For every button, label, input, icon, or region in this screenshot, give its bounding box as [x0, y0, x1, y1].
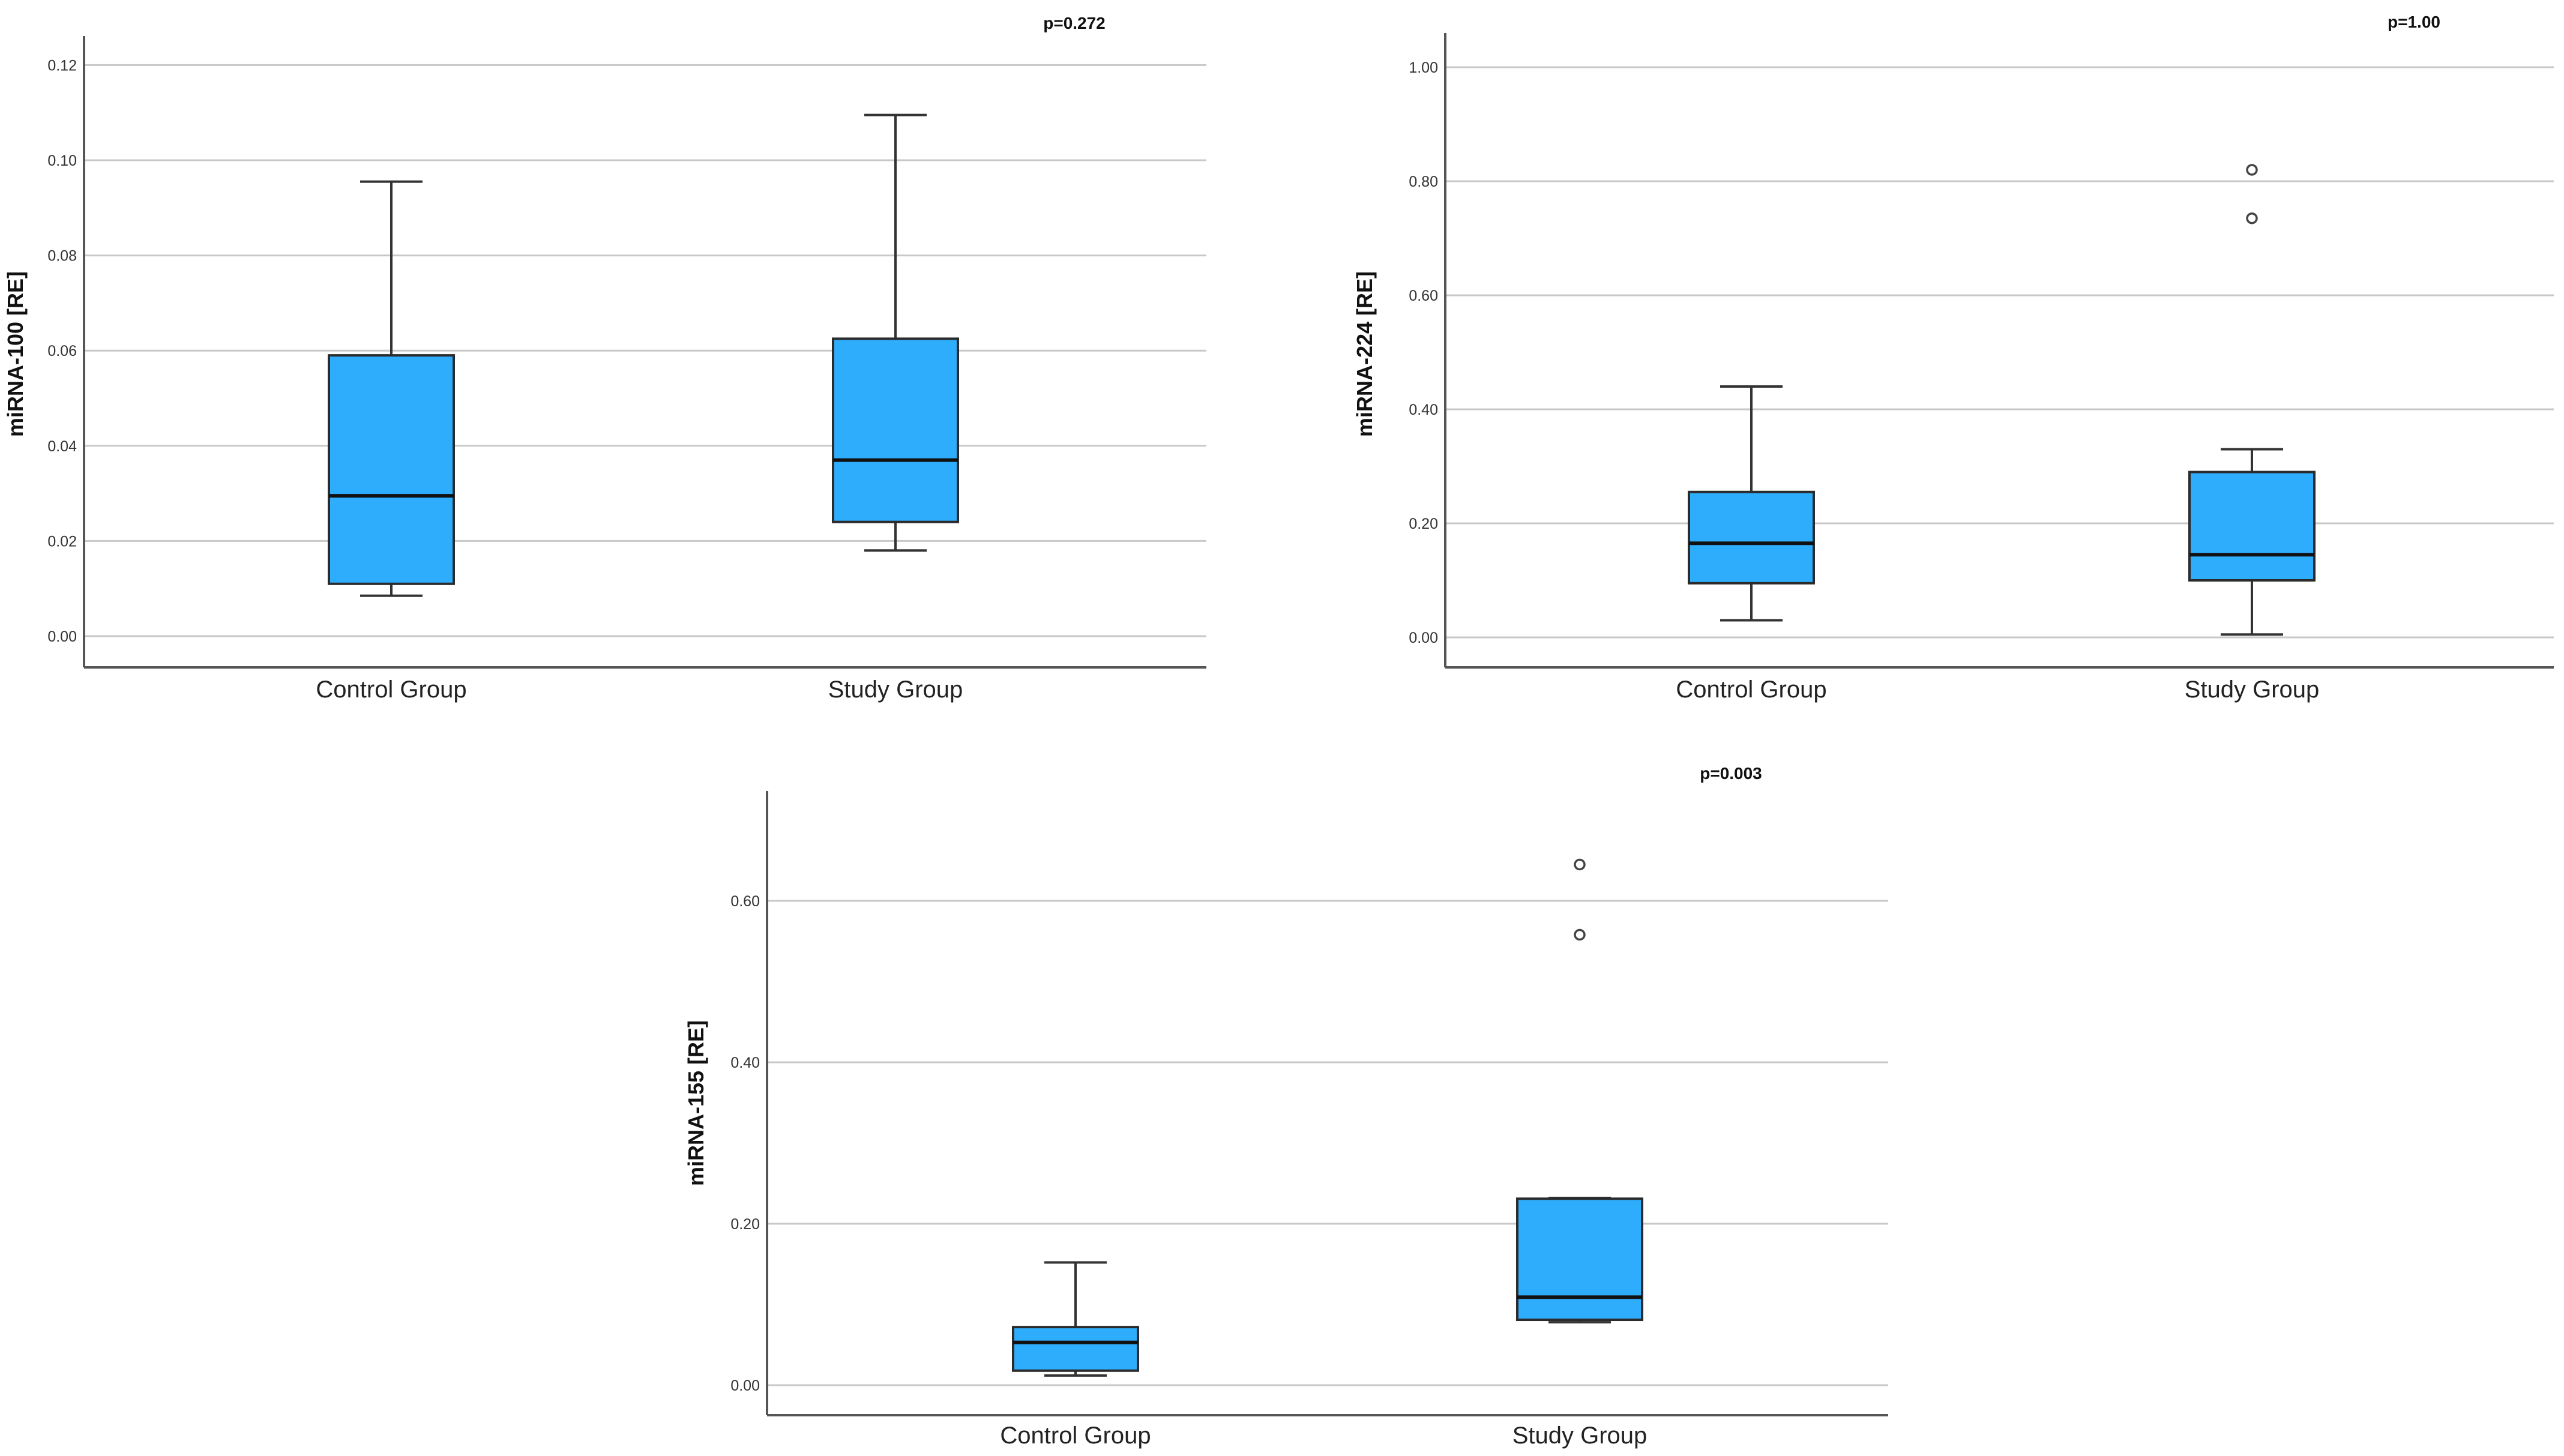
- iqr-box: [2188, 471, 2316, 582]
- x-category-label: Control Group: [1676, 676, 1826, 703]
- iqr-box: [832, 337, 959, 523]
- x-category-label: Study Group: [828, 676, 963, 703]
- y-tick-label: 0.00: [47, 628, 77, 645]
- outlier-point: [2246, 212, 2258, 224]
- outlier-point: [1574, 858, 1586, 871]
- outlier-point: [1574, 928, 1586, 941]
- y-tick-label: 0.10: [47, 152, 77, 169]
- iqr-box: [1012, 1326, 1139, 1372]
- p-value-label: p=0.003: [1700, 764, 1762, 783]
- box-study: [832, 113, 959, 552]
- y-tick-label: 0.06: [47, 343, 77, 359]
- x-category-label: Study Group: [1512, 1422, 1648, 1449]
- y-tick-label: 1.00: [1409, 59, 1438, 76]
- box-control: [328, 180, 455, 597]
- x-category-label: Control Group: [1000, 1422, 1151, 1449]
- x-category-label: Control Group: [316, 676, 466, 703]
- y-tick-label: 0.40: [730, 1054, 760, 1071]
- p-value-label: p=1.00: [2388, 13, 2440, 31]
- box-study: [1516, 858, 1643, 1324]
- y-tick-label: 0.02: [47, 533, 77, 550]
- boxplot-panel-2: 0.00 0.20 0.40 0.60 0.80 1.00 miRNA-224 [RE] p=…: [1352, 13, 2554, 703]
- boxplot-panel-3: 0.00 0.20 0.40 0.60 miRNA-155 [RE] p=0.003 Con…: [684, 764, 1888, 1449]
- p-value-label: p=0.272: [1043, 14, 1106, 32]
- y-tick-label: 0.20: [1409, 516, 1438, 532]
- box-control: [1012, 1261, 1139, 1377]
- box-study: [2188, 164, 2316, 636]
- iqr-box: [328, 354, 455, 585]
- y-tick-label: 0.00: [730, 1377, 760, 1394]
- outlier-point: [2246, 164, 2258, 176]
- iqr-box: [1688, 490, 1815, 585]
- y-axis-label: miRNA-155 [RE]: [684, 1020, 708, 1186]
- box-control: [1688, 385, 1815, 622]
- y-tick-label: 0.60: [1409, 287, 1438, 304]
- y-tick-label: 0.00: [1409, 630, 1438, 646]
- y-tick-label: 0.08: [47, 248, 77, 265]
- y-tick-label: 0.80: [1409, 173, 1438, 190]
- y-tick-label: 0.04: [47, 438, 77, 455]
- boxplot-panel-1: 0.00 0.02 0.04 0.06 0.08 0.10 0.12 miRNA-100 [R…: [3, 14, 1206, 703]
- iqr-box: [1516, 1197, 1643, 1322]
- y-tick-label: 0.60: [730, 893, 760, 910]
- y-tick-label: 0.40: [1409, 402, 1438, 418]
- y-axis-label: miRNA-100 [RE]: [3, 271, 28, 437]
- y-axis-label: miRNA-224 [RE]: [1352, 271, 1377, 437]
- x-category-label: Study Group: [2185, 676, 2320, 703]
- y-tick-label: 0.20: [730, 1216, 760, 1233]
- y-tick-label: 0.12: [47, 57, 77, 74]
